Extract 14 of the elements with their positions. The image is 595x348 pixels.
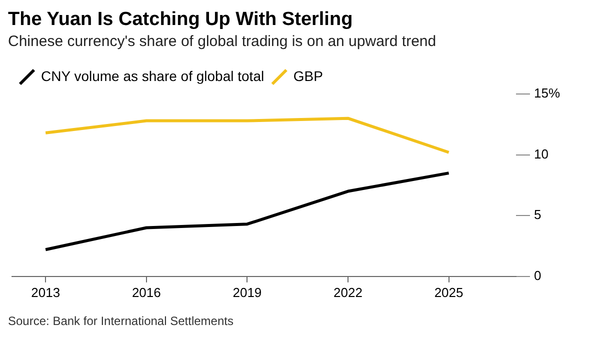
- y-tick-label: 15%: [534, 86, 560, 101]
- x-tick-label: 2013: [31, 284, 60, 300]
- y-tick-label: 5: [534, 207, 542, 222]
- x-tick-label: 2016: [132, 284, 161, 300]
- chart-title: The Yuan Is Catching Up With Sterling: [8, 8, 354, 32]
- x-tick-label: 2022: [334, 284, 362, 300]
- x-tick-label: 2019: [232, 284, 262, 300]
- x-tick-label: 2025: [434, 284, 464, 300]
- y-tick-label: 0: [534, 268, 542, 283]
- legend-label: GBP: [293, 68, 323, 84]
- source-note: Source: Bank for International Settlements: [8, 314, 234, 328]
- chart-subtitle: Chinese currency's share of global trading is on an upward trend: [8, 32, 438, 52]
- legend-label: CNY volume as share of global total: [41, 68, 264, 84]
- y-tick-label: 10: [534, 146, 548, 162]
